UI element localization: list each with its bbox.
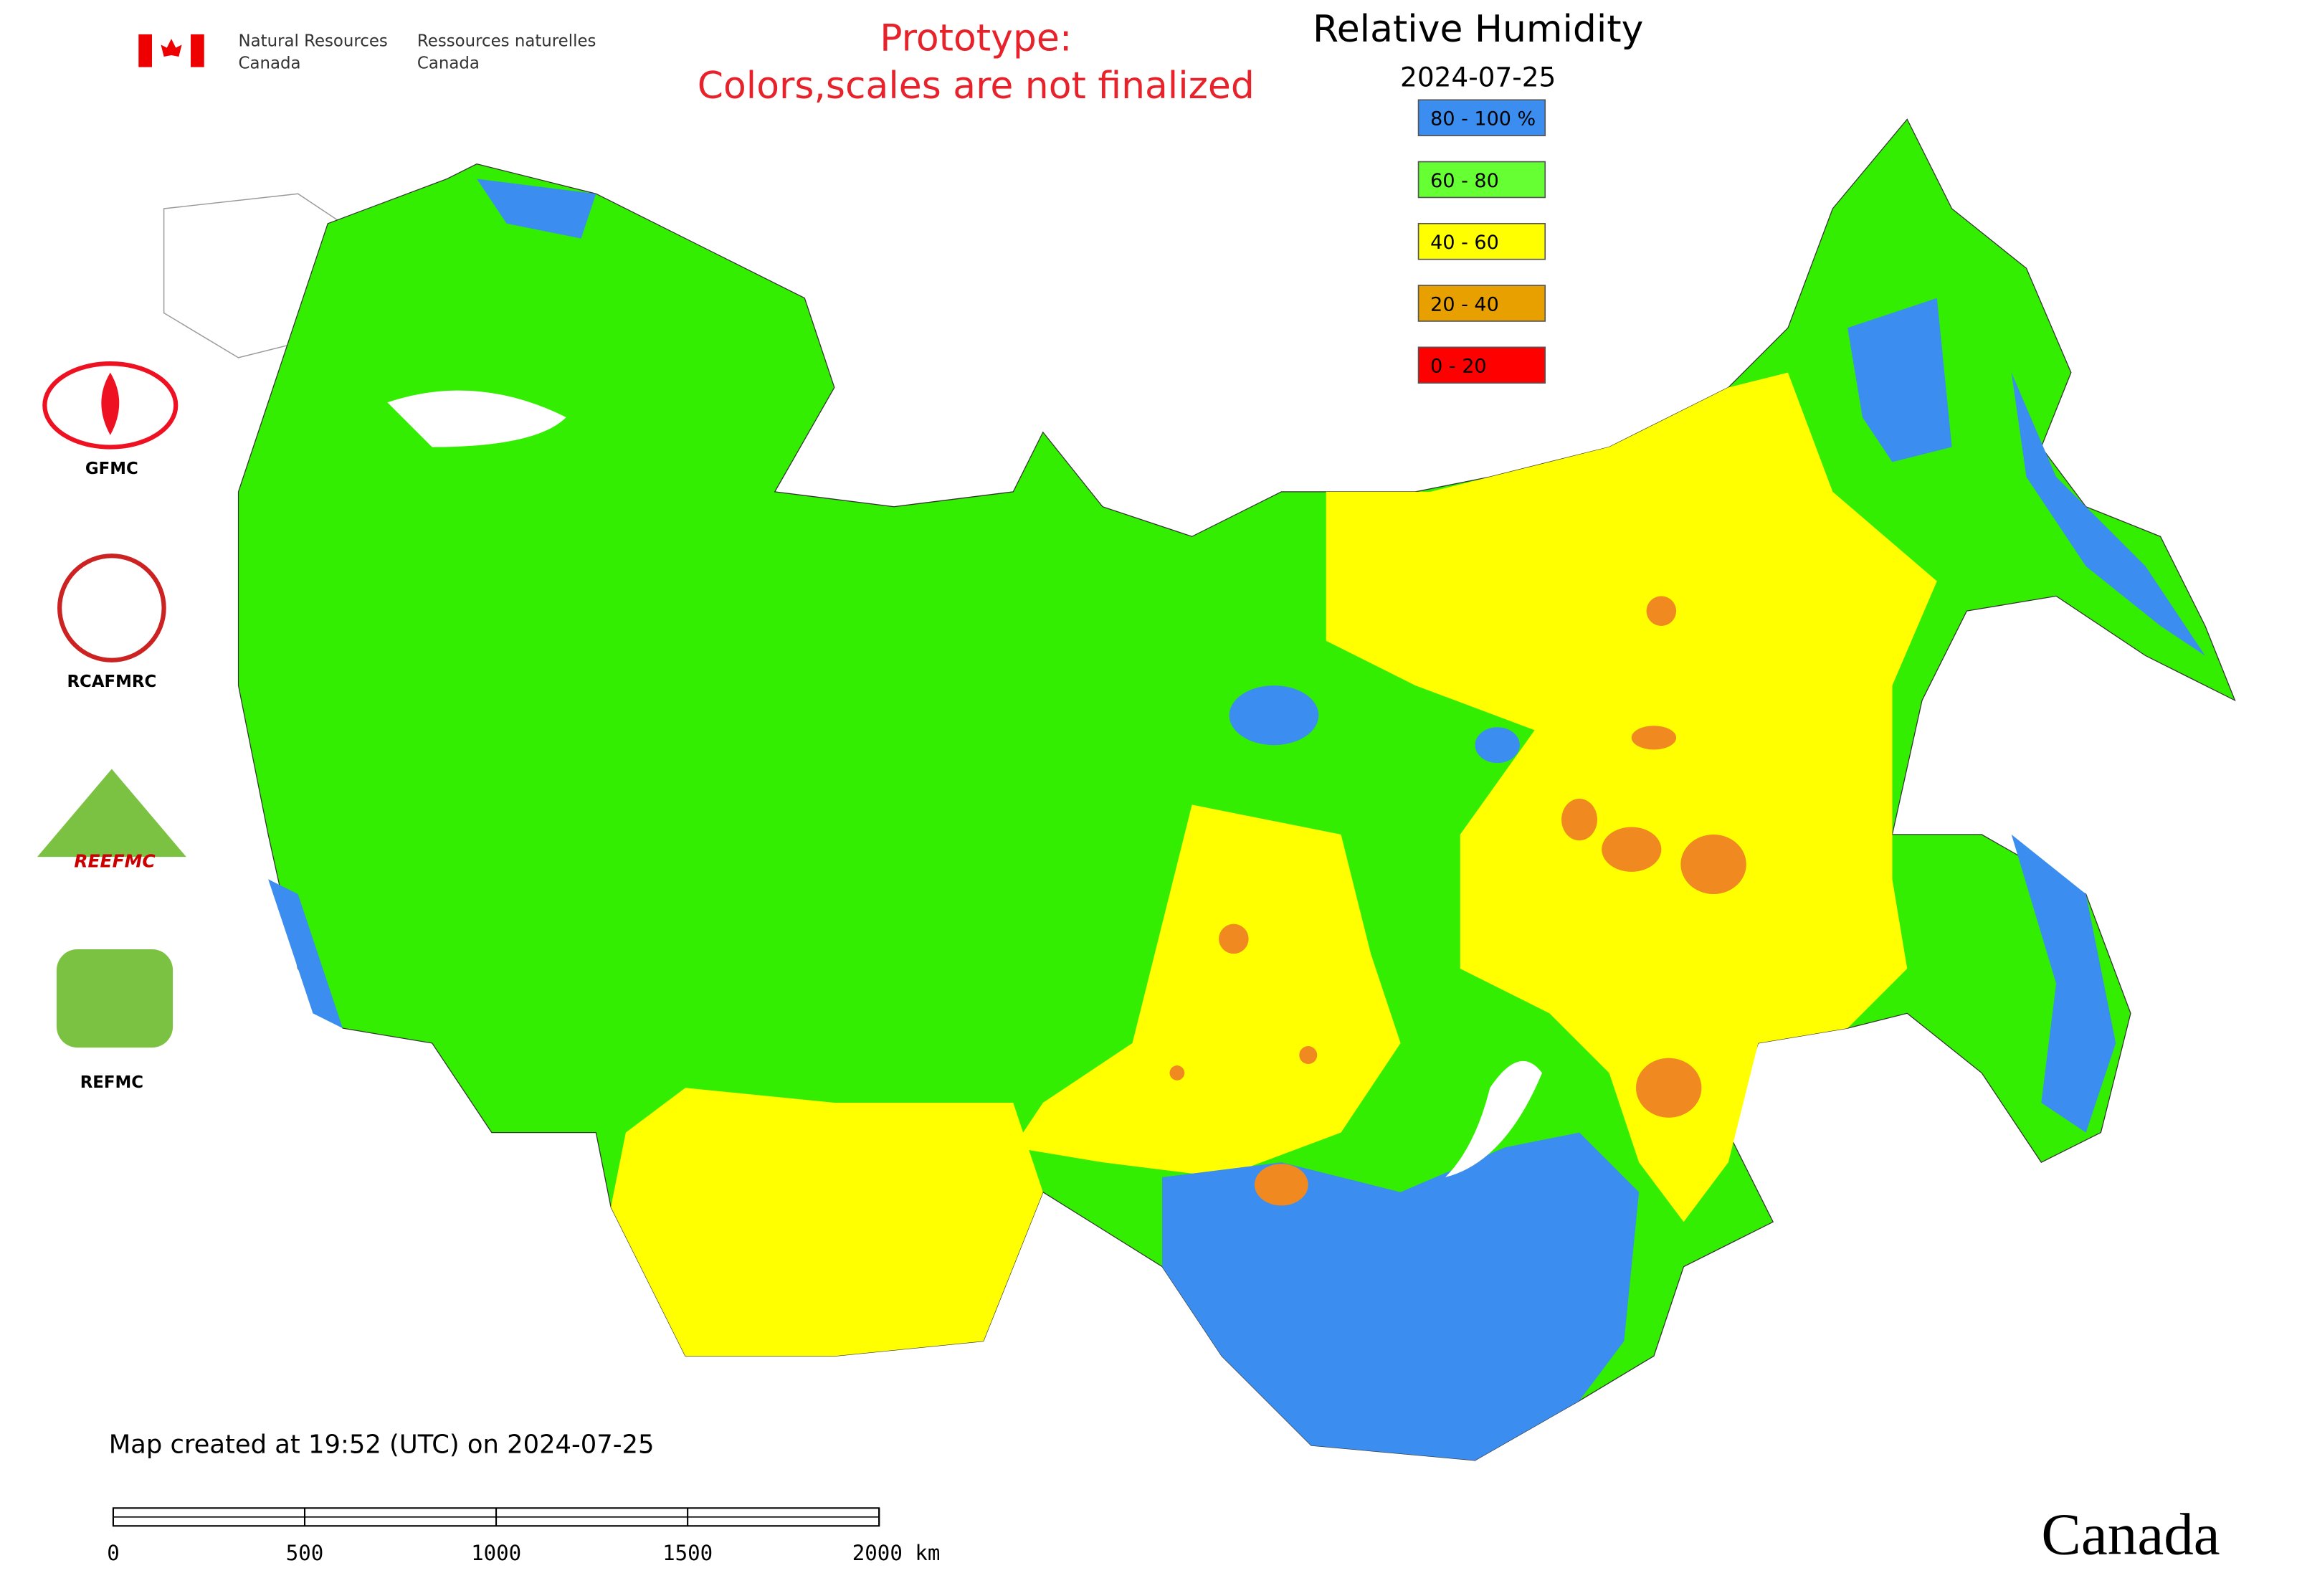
map (163, 118, 2236, 1461)
humidity-zone (1013, 804, 1401, 1177)
scale-label: 1500 (662, 1541, 713, 1565)
logo-label: RCAFMRC (67, 673, 156, 691)
scale-label: 2000 km (852, 1541, 941, 1565)
scale-label: 0 (107, 1541, 120, 1565)
humidity-zone (611, 1088, 1043, 1357)
maple-leaf (161, 39, 182, 57)
humidity-zone (1475, 727, 1520, 764)
map-footer: Map created at 19:52 (UTC) on 2024-07-25 (109, 1430, 655, 1459)
logo-rcafmrc (57, 554, 166, 662)
legend-label: 60 - 80 (1430, 170, 1499, 192)
logo-reefmc (37, 769, 186, 858)
humidity-zone (2011, 372, 2205, 656)
legend-swatch (1417, 285, 1546, 322)
legend-label: 40 - 60 (1430, 232, 1499, 254)
legend-label: 0 - 20 (1430, 356, 1486, 378)
partner-logos: GFMC RCAFMRC REEFMC REFMC (37, 361, 186, 1092)
legend-swatch (1417, 99, 1546, 137)
logo-refmc (56, 949, 173, 1048)
agency-en: Natural Resources (239, 32, 388, 50)
agency-fr: Canada (417, 54, 480, 73)
legend-label: 20 - 40 (1430, 293, 1499, 315)
prototype-notice: Colors,scales are not finalized (698, 65, 1255, 108)
humidity-zone (2011, 834, 2116, 1133)
agency-fr: Ressources naturelles (417, 32, 596, 50)
legend-swatch (1417, 161, 1546, 199)
map-title: Relative Humidity (1313, 8, 1643, 51)
logo-gfmc (42, 361, 179, 450)
agency-en: Canada (239, 54, 301, 73)
lake (1445, 1060, 1543, 1177)
legend: 80 - 100 % 60 - 80 40 - 60 20 - 40 0 - 20 (1417, 99, 1546, 384)
map-date: 2024-07-25 (1400, 62, 1556, 93)
legend-swatch (1417, 346, 1546, 384)
logo-label: REEFMC (74, 851, 156, 872)
humidity-zone (1847, 298, 1952, 462)
legend-swatch (1417, 222, 1546, 260)
lake (387, 390, 566, 447)
logo-label: GFMC (85, 460, 138, 478)
flag-bar (138, 34, 152, 67)
nrcan-header: Natural Resources Canada Ressources natu… (138, 32, 596, 73)
logo-flame (101, 372, 120, 435)
humidity-zone (1326, 372, 1937, 1222)
scale-label: 500 (286, 1541, 324, 1565)
scale-label: 1000 (471, 1541, 521, 1565)
flag-bar (191, 34, 204, 67)
prototype-notice: Prototype: (880, 17, 1072, 60)
scale-bar: 0 500 1000 1500 2000 km (107, 1507, 941, 1565)
humidity-zone (1229, 685, 1319, 746)
humidity-zone (268, 879, 343, 1029)
humidity-zone (477, 179, 596, 239)
legend-label: 80 - 100 % (1430, 108, 1536, 130)
humidity-zone (1162, 1132, 1640, 1460)
logo-label: REFMC (80, 1073, 143, 1092)
canada-wordmark: Canada (2041, 1501, 2220, 1567)
humidity-patches (1169, 596, 1746, 1206)
